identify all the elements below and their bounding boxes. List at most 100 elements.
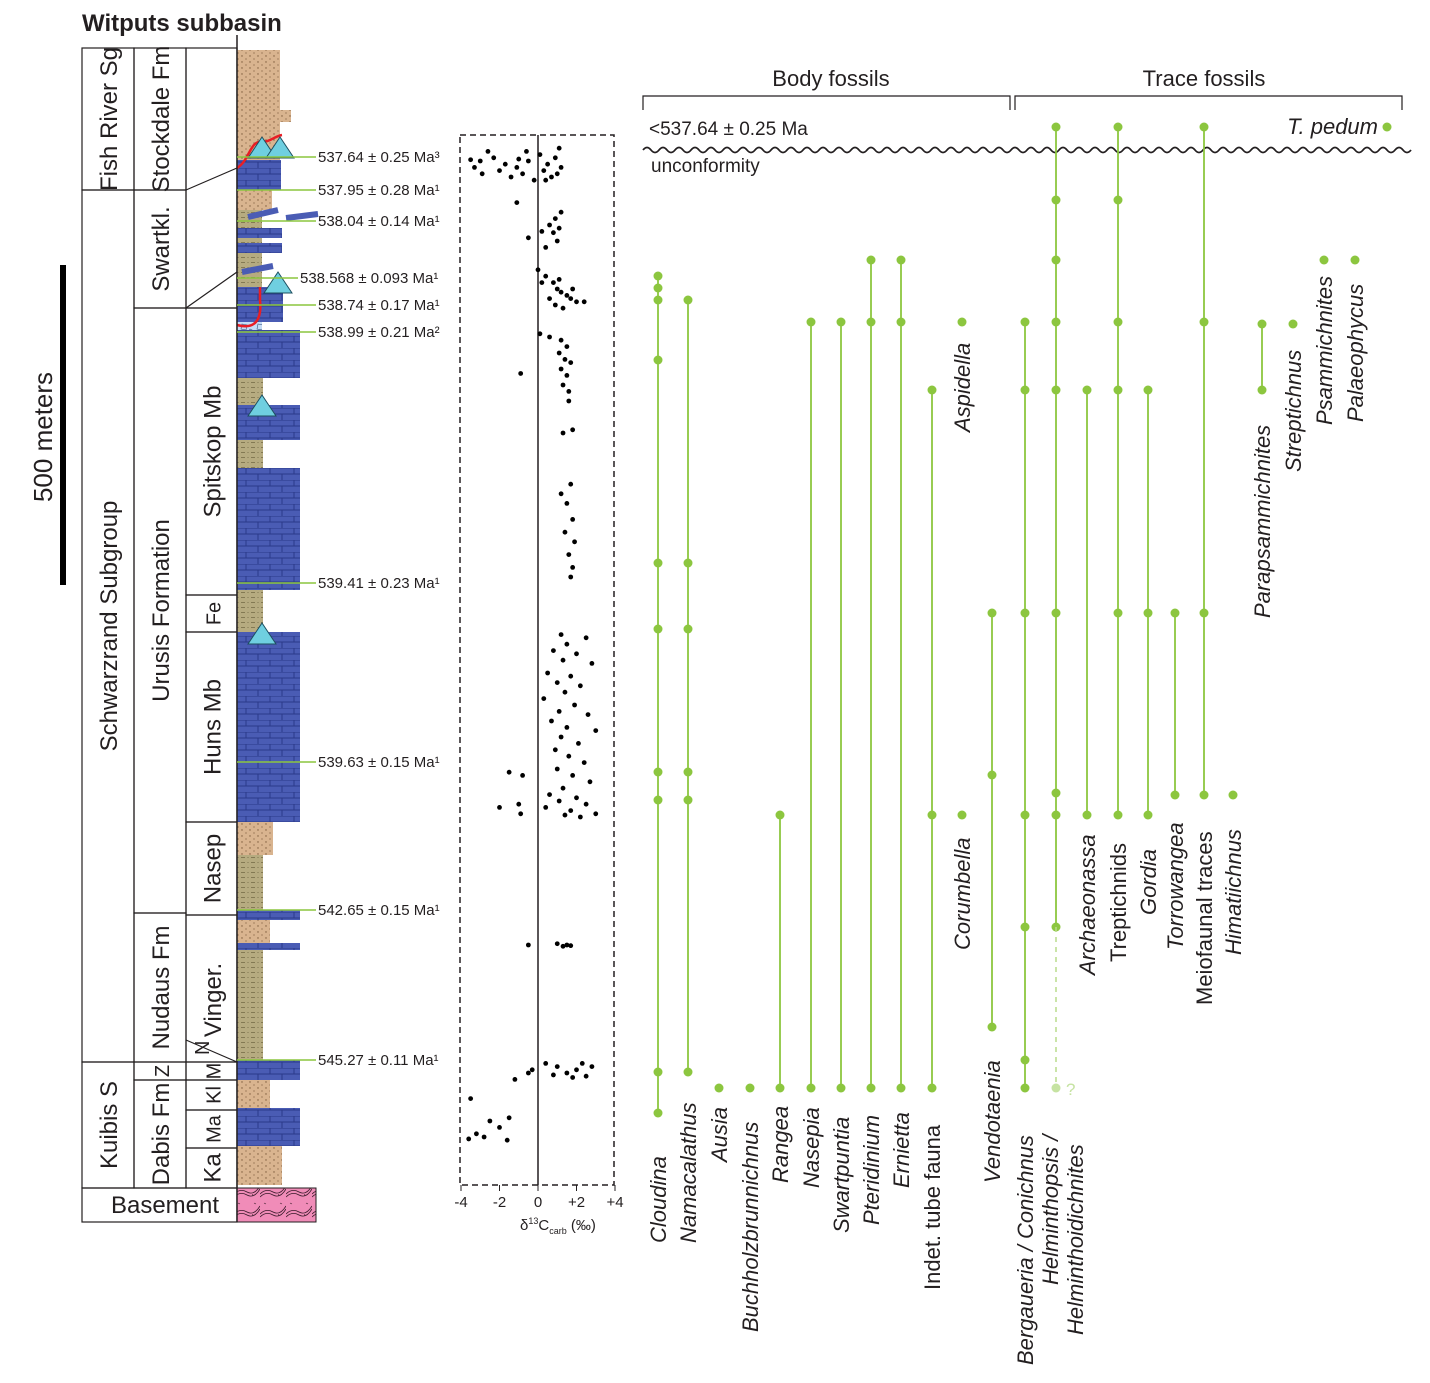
basement-bed — [236, 1187, 317, 1223]
unit-label: Kl — [204, 1086, 226, 1104]
scale-bar: 500 meters — [28, 265, 66, 585]
occurrence-dot — [653, 558, 663, 568]
occurrence-dot — [1020, 608, 1030, 618]
data-point — [479, 171, 485, 177]
data-point — [525, 942, 531, 948]
question-mark: ? — [1066, 1080, 1075, 1099]
unit-label: Swartkl. — [148, 206, 175, 291]
data-point — [539, 280, 545, 285]
x-tick-label: -4 — [454, 1194, 467, 1211]
uncertain-occurrence-dot — [1051, 1083, 1061, 1093]
x-axis-label: δ13Ccarb (‰) — [520, 1216, 596, 1236]
data-point — [583, 635, 589, 641]
occurrence-dot — [1257, 385, 1267, 395]
data-point — [583, 801, 589, 807]
taxon-label: Parapsammichnites — [1250, 425, 1275, 618]
data-point — [468, 157, 474, 163]
data-point — [570, 773, 576, 778]
occurrence-dot — [1082, 810, 1092, 820]
bed-silt — [237, 590, 263, 632]
taxon-label: Ausia — [707, 1107, 732, 1164]
data-point — [556, 798, 562, 804]
occurrence-dot — [1020, 922, 1030, 932]
d13c-plot: -4 -2 0 +2 +4 δ13Ccarb (‰) — [454, 134, 624, 1236]
bed-brick — [237, 943, 300, 950]
data-point — [539, 229, 545, 234]
taxon-label: Psammichnites — [1312, 276, 1337, 425]
occurrence-dot — [683, 1067, 693, 1077]
taxon-label: Ernietta — [889, 1112, 914, 1188]
unit-label: M — [204, 1063, 226, 1080]
taxon-label: Streptichnus — [1281, 350, 1306, 472]
occurrence-dot — [1143, 385, 1153, 395]
data-point — [547, 792, 552, 797]
occurrence-dot — [1113, 317, 1123, 327]
occurrence-dot — [683, 624, 693, 634]
occurrence-dot — [1051, 608, 1061, 618]
data-point — [560, 943, 566, 949]
data-point — [564, 942, 570, 948]
data-point — [560, 430, 566, 436]
x-tick-label: 0 — [534, 1194, 542, 1211]
data-point — [574, 299, 579, 305]
bed-brick — [237, 330, 300, 378]
data-point — [570, 517, 576, 522]
data-point — [497, 168, 502, 174]
fossil-ranges: Body fossils Trace fossils <537.64 ± 0.25 … — [642, 66, 1412, 1365]
data-point — [589, 661, 595, 666]
unit-label: Spitskop Mb — [200, 385, 227, 517]
data-point — [545, 161, 551, 167]
unit-label: Kuibis S — [96, 1081, 123, 1169]
data-point — [497, 1125, 502, 1130]
occurrence-dot — [683, 795, 693, 805]
occurrence-dot — [683, 767, 693, 777]
bed-brick — [237, 1108, 300, 1146]
taxon-label: Vendotaenia — [980, 1060, 1005, 1183]
data-point — [502, 161, 508, 167]
data-point — [554, 1064, 560, 1069]
taxon-label: Helminthoidichnites — [1063, 1144, 1088, 1335]
taxon-label: Nasepia — [799, 1107, 824, 1188]
data-point — [554, 766, 560, 772]
data-point — [556, 225, 562, 231]
data-point — [543, 805, 549, 810]
occurrence-dot — [1051, 195, 1061, 205]
data-point — [568, 808, 574, 813]
data-point — [568, 574, 574, 580]
basement-label: Basement — [111, 1192, 219, 1219]
taxon-label: Namacalathus — [676, 1102, 701, 1243]
data-point — [568, 360, 574, 365]
occurrence-dot — [1051, 122, 1061, 132]
data-point — [504, 1137, 510, 1143]
occurrence-dot — [896, 317, 906, 327]
data-point — [541, 696, 547, 701]
unit-label: Nudaus Fm — [148, 925, 175, 1049]
data-point — [556, 145, 562, 151]
data-point — [543, 1061, 549, 1066]
data-point — [564, 1070, 570, 1076]
stromatolite-icon — [265, 136, 295, 159]
unit-label: Schwarzrand Subgroup — [96, 501, 123, 752]
occurrence-dot — [653, 283, 663, 293]
data-point — [579, 1061, 585, 1066]
limestone-slab — [285, 211, 319, 221]
occurrence-dot — [1199, 122, 1209, 132]
data-point — [518, 811, 524, 817]
occurrence-dot — [1113, 810, 1123, 820]
data-point — [562, 689, 568, 695]
taxon-label: Torrowangea — [1163, 822, 1188, 950]
data-point — [564, 501, 570, 506]
taxon-label: Meiofaunal traces — [1192, 831, 1217, 1005]
data-point — [525, 235, 531, 241]
data-point — [581, 760, 587, 765]
x-tick-label: -2 — [493, 1194, 506, 1211]
stromatolite-icon — [247, 394, 277, 417]
unconformity-wavy-line — [642, 146, 1412, 154]
data-point — [558, 491, 564, 497]
occurrence-dot — [775, 810, 785, 820]
occurrence-dot — [1257, 319, 1267, 329]
occurrence-dot — [1170, 790, 1180, 800]
data-point — [568, 296, 574, 301]
occurrence-dot — [1113, 608, 1123, 618]
occurrence-dot — [806, 1083, 816, 1093]
